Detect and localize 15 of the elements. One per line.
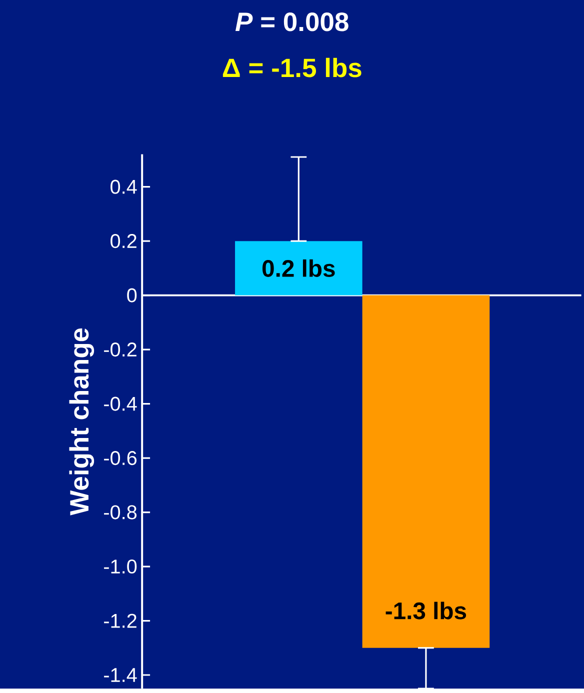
y-tick-label: -0.8 xyxy=(104,505,136,520)
y-tick-label: -0.6 xyxy=(104,451,136,466)
y-tick-label: -1.4 xyxy=(104,668,137,682)
y-tick-label: -1.2 xyxy=(104,614,136,628)
y-axis-title: Weight change xyxy=(69,328,94,516)
data-label: -1.3 lbs xyxy=(386,602,466,620)
y-tick-label: -0.2 xyxy=(104,342,136,357)
y-tick-label: 0.4 xyxy=(110,180,137,194)
y-tick-label: 0 xyxy=(127,288,137,302)
y-tick-label: -0.4 xyxy=(104,396,137,411)
chart-subtitle: Δ = -1.5 lbs xyxy=(222,58,362,78)
y-tick-label: 0.2 xyxy=(110,234,136,248)
chart-title: P = 0.008 xyxy=(235,12,348,32)
y-tick-label: -1.0 xyxy=(104,559,137,574)
data-label: 0.2 lbs xyxy=(262,259,335,277)
